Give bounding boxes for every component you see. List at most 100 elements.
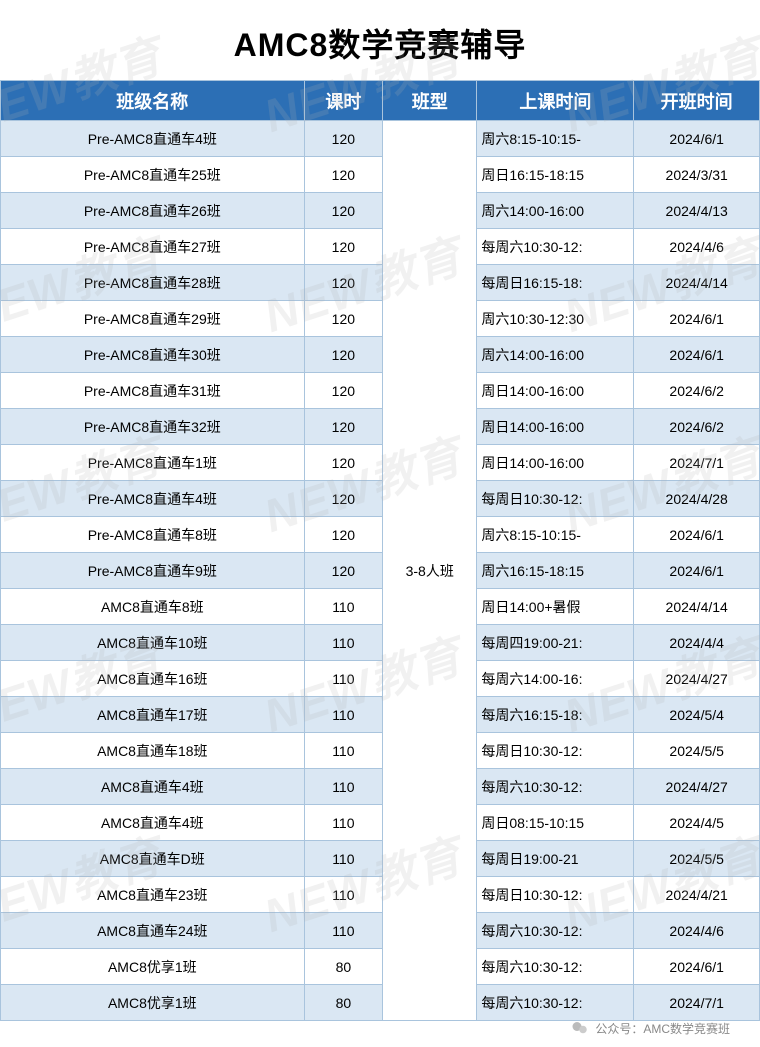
table-row: AMC8优享1班80每周六10:30-12:2024/6/1 bbox=[1, 949, 760, 985]
cell-hours: 110 bbox=[304, 661, 383, 697]
table-row: AMC8直通车10班110每周四19:00-21:2024/4/4 bbox=[1, 625, 760, 661]
cell-hours: 110 bbox=[304, 877, 383, 913]
table-row: Pre-AMC8直通车27班120 每周六10:30-12:2024/4/6 bbox=[1, 229, 760, 265]
cell-class-name: Pre-AMC8直通车1班 bbox=[1, 445, 305, 481]
cell-start-date: 2024/6/1 bbox=[634, 337, 760, 373]
cell-start-date: 2024/6/2 bbox=[634, 373, 760, 409]
cell-class-name: AMC8直通车4班 bbox=[1, 769, 305, 805]
cell-time: 周日08:15-10:15 bbox=[477, 805, 634, 841]
cell-class-name: Pre-AMC8直通车27班 bbox=[1, 229, 305, 265]
cell-start-date: 2024/6/1 bbox=[634, 301, 760, 337]
cell-class-name: AMC8优享1班 bbox=[1, 985, 305, 1021]
col-header-name: 班级名称 bbox=[1, 81, 305, 121]
wechat-icon bbox=[571, 1019, 589, 1037]
cell-start-date: 2024/4/6 bbox=[634, 913, 760, 949]
cell-class-name: Pre-AMC8直通车26班 bbox=[1, 193, 305, 229]
cell-start-date: 2024/7/1 bbox=[634, 445, 760, 481]
cell-hours: 120 bbox=[304, 193, 383, 229]
cell-class-name: Pre-AMC8直通车32班 bbox=[1, 409, 305, 445]
cell-hours: 120 bbox=[304, 265, 383, 301]
table-header-row: 班级名称 课时 班型 上课时间 开班时间 bbox=[1, 81, 760, 121]
cell-time: 每周六10:30-12: bbox=[477, 769, 634, 805]
cell-hours: 120 bbox=[304, 337, 383, 373]
cell-time: 周六14:00-16:00 bbox=[477, 337, 634, 373]
cell-class-name: AMC8直通车10班 bbox=[1, 625, 305, 661]
cell-time: 周日14:00-16:00 bbox=[477, 445, 634, 481]
cell-time: 每周六10:30-12: bbox=[477, 229, 634, 265]
cell-start-date: 2024/4/14 bbox=[634, 265, 760, 301]
cell-hours: 110 bbox=[304, 625, 383, 661]
table-row: Pre-AMC8直通车28班120 每周日16:15-18:2024/4/14 bbox=[1, 265, 760, 301]
cell-class-name: AMC8直通车24班 bbox=[1, 913, 305, 949]
cell-class-name: Pre-AMC8直通车25班 bbox=[1, 157, 305, 193]
cell-start-date: 2024/4/21 bbox=[634, 877, 760, 913]
footer: 公众号：AMC数学竞赛班 bbox=[571, 1019, 730, 1037]
table-row: Pre-AMC8直通车4班1203-8人班周六8:15-10:15-2024/6… bbox=[1, 121, 760, 157]
table-row: AMC8直通车D班110每周日19:00-212024/5/5 bbox=[1, 841, 760, 877]
cell-class-name: AMC8优享1班 bbox=[1, 949, 305, 985]
cell-time: 每周六10:30-12: bbox=[477, 985, 634, 1021]
cell-hours: 120 bbox=[304, 409, 383, 445]
cell-hours: 120 bbox=[304, 121, 383, 157]
table-row: Pre-AMC8直通车1班120周日14:00-16:002024/7/1 bbox=[1, 445, 760, 481]
cell-start-date: 2024/4/27 bbox=[634, 661, 760, 697]
cell-hours: 110 bbox=[304, 589, 383, 625]
cell-start-date: 2024/5/4 bbox=[634, 697, 760, 733]
cell-start-date: 2024/4/27 bbox=[634, 769, 760, 805]
cell-start-date: 2024/4/5 bbox=[634, 805, 760, 841]
cell-start-date: 2024/6/1 bbox=[634, 517, 760, 553]
cell-time: 周六16:15-18:15 bbox=[477, 553, 634, 589]
table-row: Pre-AMC8直通车26班120周六14:00-16:002024/4/13 bbox=[1, 193, 760, 229]
cell-time: 每周四19:00-21: bbox=[477, 625, 634, 661]
cell-time: 周日14:00-16:00 bbox=[477, 409, 634, 445]
cell-time: 周日14:00+暑假 bbox=[477, 589, 634, 625]
cell-class-name: Pre-AMC8直通车4班 bbox=[1, 121, 305, 157]
cell-time: 每周日10:30-12: bbox=[477, 733, 634, 769]
cell-start-date: 2024/6/2 bbox=[634, 409, 760, 445]
cell-hours: 120 bbox=[304, 373, 383, 409]
cell-time: 每周日16:15-18: bbox=[477, 265, 634, 301]
table-row: Pre-AMC8直通车31班120周日14:00-16:002024/6/2 bbox=[1, 373, 760, 409]
cell-class-name: Pre-AMC8直通车28班 bbox=[1, 265, 305, 301]
cell-class-name: Pre-AMC8直通车4班 bbox=[1, 481, 305, 517]
table-row: AMC8直通车16班110每周六14:00-16:2024/4/27 bbox=[1, 661, 760, 697]
footer-label: 公众号：AMC数学竞赛班 bbox=[595, 1020, 730, 1037]
cell-class-name: Pre-AMC8直通车31班 bbox=[1, 373, 305, 409]
page-title: AMC8数学竞赛辅导 bbox=[0, 0, 760, 80]
table-row: Pre-AMC8直通车32班120 周日14:00-16:002024/6/2 bbox=[1, 409, 760, 445]
cell-time: 周六8:15-10:15- bbox=[477, 121, 634, 157]
cell-time: 每周日10:30-12: bbox=[477, 877, 634, 913]
cell-hours: 80 bbox=[304, 949, 383, 985]
cell-start-date: 2024/4/13 bbox=[634, 193, 760, 229]
table-row: Pre-AMC8直通车8班120周六8:15-10:15-2024/6/1 bbox=[1, 517, 760, 553]
cell-start-date: 2024/4/14 bbox=[634, 589, 760, 625]
schedule-table: 班级名称 课时 班型 上课时间 开班时间 Pre-AMC8直通车4班1203-8… bbox=[0, 80, 760, 1021]
col-header-time: 上课时间 bbox=[477, 81, 634, 121]
cell-class-name: Pre-AMC8直通车30班 bbox=[1, 337, 305, 373]
cell-start-date: 2024/5/5 bbox=[634, 733, 760, 769]
cell-start-date: 2024/7/1 bbox=[634, 985, 760, 1021]
cell-start-date: 2024/4/28 bbox=[634, 481, 760, 517]
cell-time: 每周日19:00-21 bbox=[477, 841, 634, 877]
table-row: AMC8优享1班80每周六10:30-12:2024/7/1 bbox=[1, 985, 760, 1021]
cell-time: 每周日10:30-12: bbox=[477, 481, 634, 517]
cell-start-date: 2024/6/1 bbox=[634, 949, 760, 985]
cell-hours: 110 bbox=[304, 769, 383, 805]
table-row: Pre-AMC8直通车29班120周六10:30-12:302024/6/1 bbox=[1, 301, 760, 337]
cell-start-date: 2024/4/6 bbox=[634, 229, 760, 265]
cell-hours: 110 bbox=[304, 733, 383, 769]
cell-class-name: AMC8直通车18班 bbox=[1, 733, 305, 769]
cell-time: 每周六10:30-12: bbox=[477, 913, 634, 949]
col-header-hours: 课时 bbox=[304, 81, 383, 121]
cell-time: 周六10:30-12:30 bbox=[477, 301, 634, 337]
table-row: Pre-AMC8直通车30班120 周六14:00-16:002024/6/1 bbox=[1, 337, 760, 373]
table-row: AMC8直通车18班110 每周日10:30-12:2024/5/5 bbox=[1, 733, 760, 769]
cell-hours: 120 bbox=[304, 229, 383, 265]
table-row: AMC8直通车4班110 每周六10:30-12:2024/4/27 bbox=[1, 769, 760, 805]
cell-hours: 120 bbox=[304, 301, 383, 337]
table-row: AMC8直通车4班110周日08:15-10:152024/4/5 bbox=[1, 805, 760, 841]
table-row: Pre-AMC8直通车25班120周日16:15-18:152024/3/31 bbox=[1, 157, 760, 193]
cell-class-name: Pre-AMC8直通车9班 bbox=[1, 553, 305, 589]
table-row: AMC8直通车23班110每周日10:30-12:2024/4/21 bbox=[1, 877, 760, 913]
cell-hours: 110 bbox=[304, 697, 383, 733]
